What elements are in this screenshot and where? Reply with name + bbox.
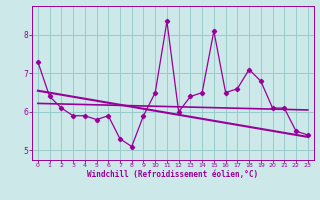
X-axis label: Windchill (Refroidissement éolien,°C): Windchill (Refroidissement éolien,°C)	[87, 170, 258, 179]
